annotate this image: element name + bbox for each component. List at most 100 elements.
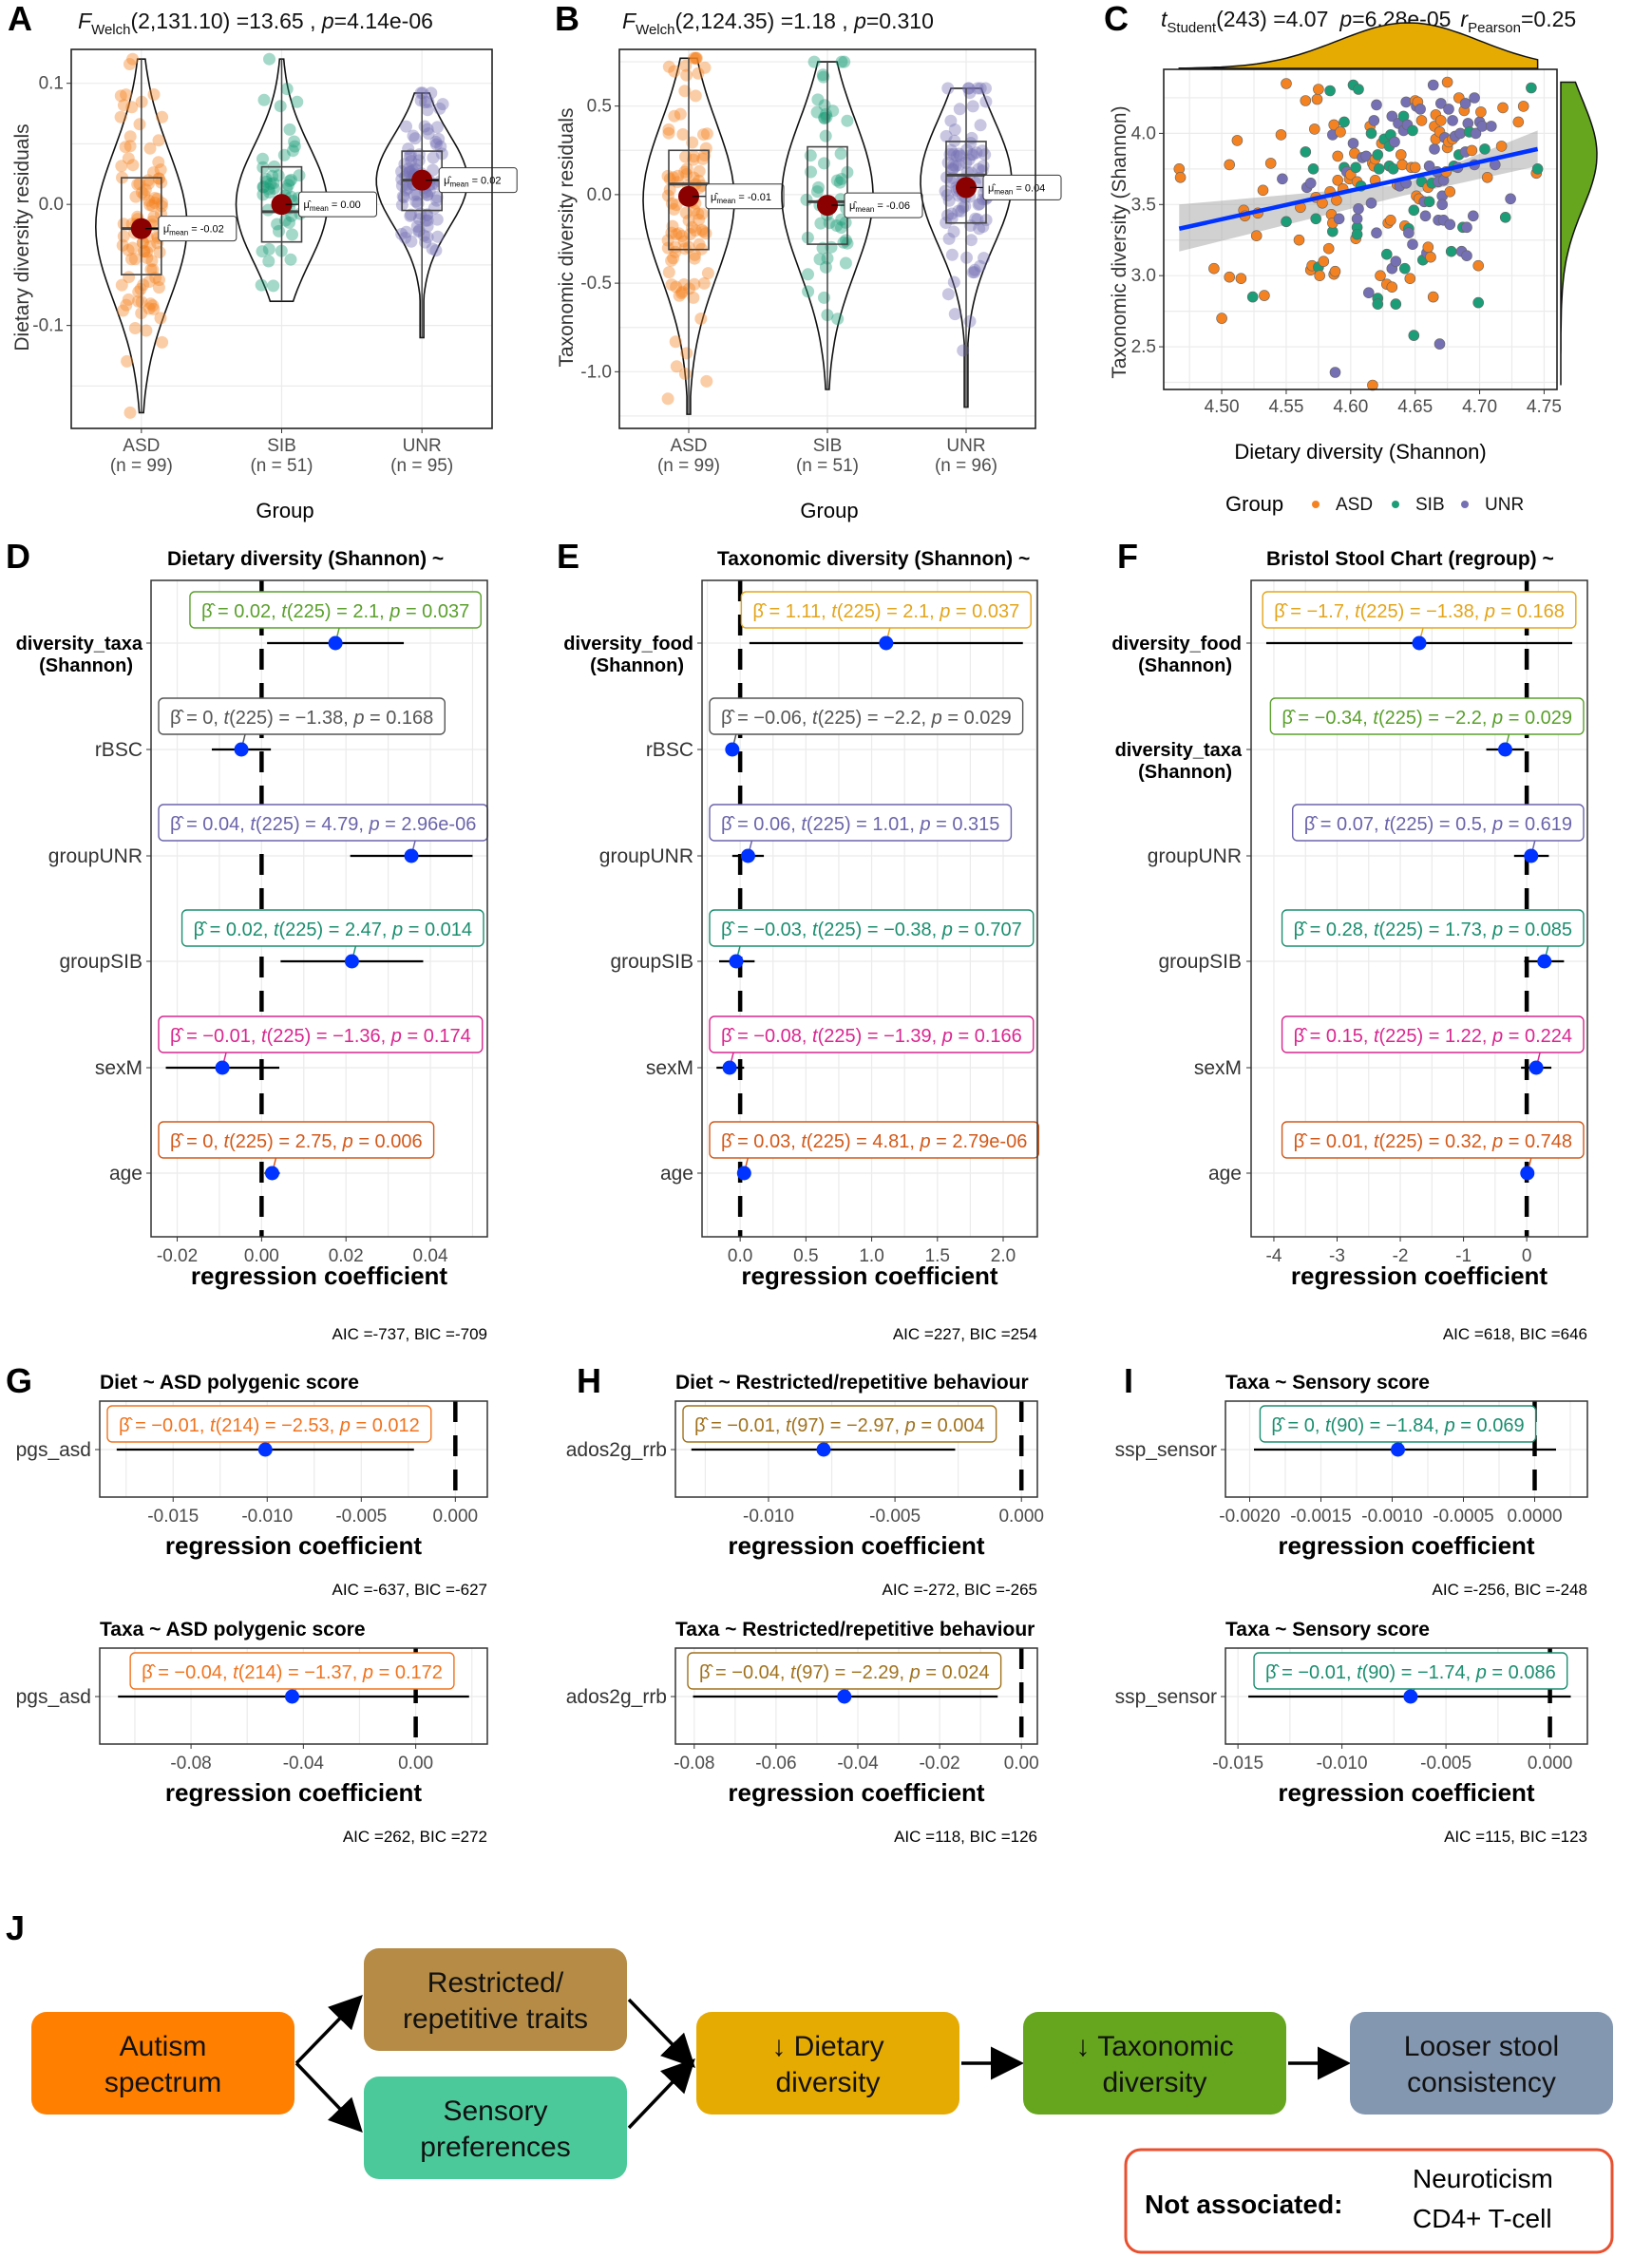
scatter-points bbox=[1173, 76, 1544, 391]
mean-label-box bbox=[298, 191, 377, 218]
coefficient-row: β̂ = 0.28, t(225) = 1.73, p = 0.085 group… bbox=[1158, 909, 1585, 973]
marginal-density-x bbox=[1178, 22, 1539, 69]
coefficient-row: β̂ = 0.03, t(225) = 4.81, p = 2.79e-06 ag… bbox=[660, 1121, 1040, 1185]
data-point bbox=[674, 287, 688, 300]
data-point bbox=[261, 203, 275, 217]
data-point bbox=[153, 246, 166, 258]
forest-panel-f: F Bristol Stool Chart (regroup) ~ β̂ = −1.… bbox=[1111, 537, 1588, 1343]
coefficient-row: β̂ = 0, t(225) = −1.38, p = 0.168 rBSC bbox=[95, 697, 446, 761]
term-label-sub: (Shannon) bbox=[39, 655, 133, 676]
legend-title: Group bbox=[1225, 492, 1283, 516]
data-point-asd bbox=[1300, 95, 1312, 106]
data-point-sib bbox=[1408, 330, 1420, 341]
data-point bbox=[971, 82, 984, 95]
data-point bbox=[690, 51, 703, 65]
term-label: diversity_taxa bbox=[1115, 740, 1243, 761]
data-point bbox=[256, 245, 269, 258]
mean-marker bbox=[271, 194, 293, 216]
data-point bbox=[694, 313, 708, 325]
beta-value: = −0.04, bbox=[710, 1662, 790, 1683]
regression-line bbox=[1178, 146, 1539, 231]
data-point-sib bbox=[1310, 213, 1321, 225]
data-point bbox=[817, 70, 830, 84]
data-point bbox=[952, 159, 965, 172]
estimate-label-text: β̂ = 0.07, t(225) = 0.5, p = 0.619 bbox=[1304, 814, 1572, 835]
data-point bbox=[410, 188, 424, 201]
data-point bbox=[120, 298, 133, 312]
term-label-sub: (Shannon) bbox=[590, 655, 684, 676]
panel-a-violin: A FWelch(2,131.10) =13.65 , p=4.14e-06 μ… bbox=[8, 0, 518, 522]
node-box bbox=[364, 1948, 627, 2051]
x-tick-label: UNR bbox=[403, 436, 442, 456]
t-value: (225) = −1.38, bbox=[1360, 601, 1485, 622]
estimate-point bbox=[1520, 1166, 1535, 1181]
data-point bbox=[142, 177, 155, 190]
data-point-asd bbox=[1224, 159, 1235, 171]
p-value: = 0.014 bbox=[403, 920, 472, 940]
coefficient-row: β̂ = −0.01, t(97) = −2.97, p = 0.004 ados… bbox=[566, 1405, 997, 1461]
p-symbol: p bbox=[939, 601, 950, 622]
estimate-label: β̂ = −0.01, t(214) = −2.53, p = 0.012 bbox=[106, 1405, 432, 1443]
data-point bbox=[144, 297, 158, 311]
data-point bbox=[156, 335, 169, 349]
estimate-point bbox=[729, 954, 744, 969]
estimate-label: β̂ = −0.08, t(225) = −1.39, p = 0.166 bbox=[709, 1015, 1035, 1053]
data-point-unr bbox=[1386, 110, 1398, 123]
estimate-point bbox=[722, 1060, 737, 1075]
beta-value: = −0.34, bbox=[1293, 708, 1374, 729]
t-value: (90) = −1.74, bbox=[1362, 1662, 1476, 1683]
t-symbol: t bbox=[790, 1662, 797, 1683]
data-point bbox=[148, 197, 161, 209]
mu-hat: μ̂ bbox=[444, 176, 451, 187]
panel-c-ylabel: Taxonomic diversity (Shannon) bbox=[1109, 105, 1130, 378]
plot-border bbox=[99, 1647, 488, 1745]
x-tick-label: -0.0005 bbox=[1433, 1507, 1493, 1527]
coefficient-row: β̂ = 0, t(225) = 2.75, p = 0.006 age bbox=[109, 1121, 435, 1185]
data-point bbox=[680, 168, 693, 180]
x-tick-label: 0 bbox=[1522, 1246, 1532, 1266]
data-point-asd bbox=[1174, 172, 1187, 183]
data-point bbox=[662, 266, 675, 279]
data-point-unr bbox=[1444, 218, 1456, 231]
beta-value: = 0, bbox=[181, 708, 224, 729]
data-point bbox=[941, 288, 955, 301]
data-point bbox=[979, 82, 992, 95]
estimate-label: β̂ = 0.02, t(225) = 2.47, p = 0.014 bbox=[180, 909, 484, 947]
x-tick-label: -0.0015 bbox=[1290, 1507, 1351, 1527]
beta-value: = 0.15, bbox=[1304, 1026, 1374, 1047]
p-symbol: p bbox=[352, 708, 364, 729]
node-box bbox=[31, 2012, 294, 2115]
data-point bbox=[147, 210, 161, 223]
flow-diagram: Autism spectrum Restricted/repetitive trai… bbox=[31, 1948, 1613, 2179]
data-point bbox=[143, 142, 157, 155]
beta-value: = −0.04, bbox=[153, 1662, 234, 1683]
forest-title: Taxa ~ Sensory score bbox=[1225, 1372, 1430, 1394]
data-point-asd bbox=[1322, 242, 1335, 255]
panel-b-violin: B FWelch(2,124.35) =1.18 , p=0.310 μ̂mea… bbox=[555, 0, 1062, 522]
mean-marker bbox=[678, 185, 699, 207]
p-symbol: p bbox=[1339, 7, 1352, 31]
x-tick-label: -0.04 bbox=[837, 1754, 879, 1773]
points-unr bbox=[939, 82, 994, 357]
data-point bbox=[126, 52, 140, 66]
panel-c-plot: 4.50 4.55 4.60 4.65 4.70 4.75 2.5 3.0 3.5 4.0 bbox=[1131, 22, 1598, 417]
data-point bbox=[692, 207, 705, 220]
t-value: (225) = 2.47, bbox=[279, 920, 393, 940]
data-point-asd bbox=[1208, 262, 1220, 275]
data-point bbox=[430, 194, 444, 207]
model-fit-aic-bic: AIC =618, BIC =646 bbox=[1443, 1325, 1587, 1343]
data-point bbox=[693, 164, 706, 178]
estimate-label: β̂ = −0.03, t(225) = −0.38, p = 0.707 bbox=[709, 909, 1035, 947]
data-point bbox=[436, 98, 449, 111]
data-point bbox=[117, 99, 130, 112]
estimate-label-text: β̂ = −0.01, t(90) = −1.74, p = 0.086 bbox=[1265, 1662, 1556, 1683]
p-symbol: p bbox=[1444, 1415, 1455, 1436]
x-tick-label: ASD bbox=[123, 436, 160, 456]
data-point bbox=[978, 148, 992, 161]
data-point-asd bbox=[1435, 115, 1447, 126]
data-point-asd bbox=[1318, 256, 1330, 268]
data-point-asd bbox=[1281, 78, 1292, 89]
data-point bbox=[665, 197, 678, 210]
t-symbol: t bbox=[274, 920, 280, 940]
estimate-label-box bbox=[106, 1405, 432, 1443]
